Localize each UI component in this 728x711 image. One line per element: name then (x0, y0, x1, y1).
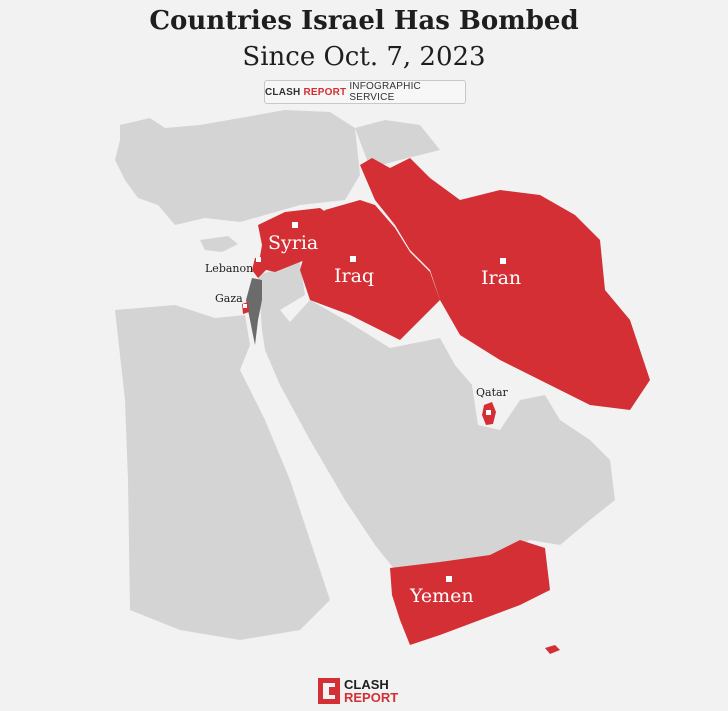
page-title: Countries Israel Has Bombed (149, 6, 579, 36)
country-lebanon (252, 256, 266, 278)
label-yemen: Yemen (409, 585, 474, 607)
land-cyprus (200, 236, 238, 252)
page-subtitle: Since Oct. 7, 2023 (242, 42, 486, 72)
label-syria: Syria (268, 232, 318, 254)
country-israel (246, 278, 262, 345)
marker-yemen (446, 576, 452, 582)
marker-iran (500, 258, 506, 264)
source-badge: CLASH REPORT INFOGRAPHIC SERVICE (264, 80, 466, 104)
land-turkey (115, 110, 360, 225)
marker-iraq (350, 256, 356, 262)
label-iran: Iran (481, 267, 521, 289)
marker-syria (292, 222, 298, 228)
land-arabia (262, 300, 615, 570)
country-iraq (300, 200, 440, 340)
logo-line1: CLASH (344, 677, 389, 692)
clash-report-logo: CLASH REPORT (318, 675, 398, 707)
island-socotra (545, 645, 560, 654)
land-caucasus (355, 120, 440, 168)
logo-mark-icon (318, 678, 340, 704)
logo-line2: REPORT (344, 690, 399, 705)
land-sudan (128, 480, 330, 640)
land-egypt (115, 305, 290, 480)
label-gaza: Gaza (215, 292, 243, 305)
badge-report: REPORT (303, 86, 347, 98)
label-iraq: Iraq (334, 265, 374, 287)
country-syria (258, 208, 330, 272)
label-lebanon: Lebanon (205, 262, 253, 275)
label-qatar: Qatar (476, 386, 509, 399)
badge-clash: CLASH (265, 86, 301, 98)
country-yemen (390, 540, 550, 645)
land-jordan (258, 262, 305, 330)
logo-text: CLASH REPORT (344, 678, 398, 704)
marker-qatar (486, 410, 491, 415)
marker-gaza (243, 304, 247, 308)
country-iran (360, 158, 650, 410)
badge-service: INFOGRAPHIC SERVICE (349, 81, 421, 103)
marker-lebanon (256, 257, 261, 262)
